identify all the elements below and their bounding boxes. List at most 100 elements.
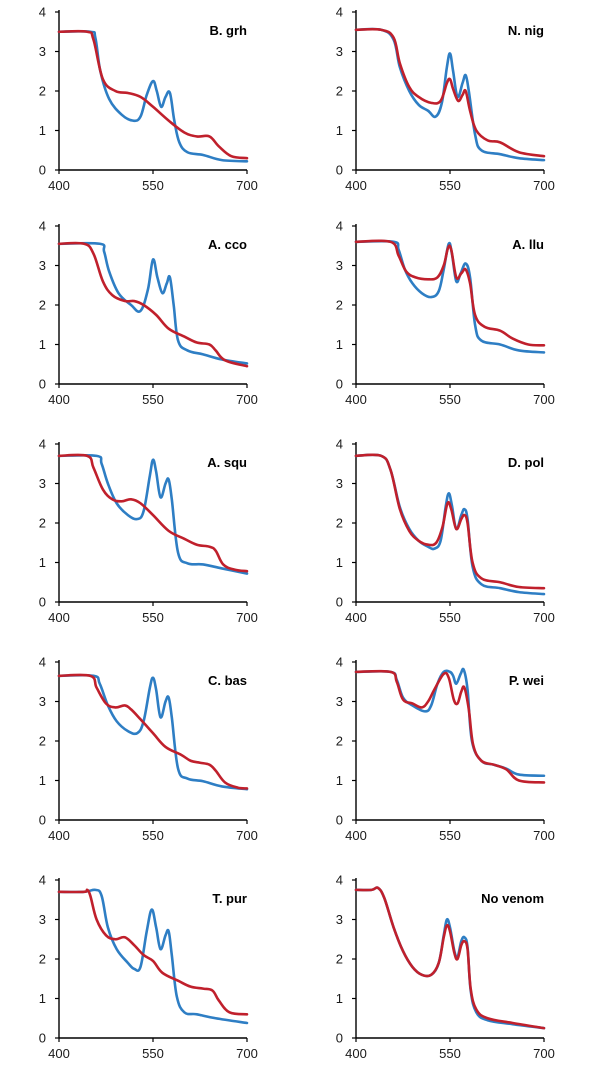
y-tick-label: 2	[336, 516, 343, 531]
x-tick-label: 700	[236, 828, 258, 843]
x-tick-label: 550	[142, 828, 164, 843]
chart-panel-c-bas: 0 1 2 3 4 400 550 700 C. bas	[0, 650, 300, 868]
series-line-red	[57, 29, 249, 160]
chart-svg-t-pur: 0 1 2 3 4 400 550 700 T. pur	[39, 873, 258, 1062]
chart-svg-p-wei: 0 1 2 3 4 400 550 700 P. wei	[336, 655, 555, 844]
series-line-blue	[57, 888, 249, 1025]
y-tick-label: 2	[336, 84, 343, 99]
y-tick-label: 4	[336, 655, 343, 670]
y-tick-label: 0	[336, 595, 343, 610]
y-tick-label: 4	[336, 219, 343, 234]
series-line-red	[57, 673, 249, 790]
panel-title: A. cco	[208, 237, 247, 252]
y-tick-label: 4	[39, 655, 46, 670]
y-tick-label: 0	[336, 813, 343, 828]
y-tick-label: 1	[39, 123, 46, 138]
chart-panel-n-nig: 0 1 2 3 4 400 550 700 N. nig	[297, 0, 597, 218]
series-line-red	[354, 239, 546, 347]
y-tick-label: 1	[336, 773, 343, 788]
y-tick-label: 0	[336, 163, 343, 178]
chart-panel-t-pur: 0 1 2 3 4 400 550 700 T. pur	[0, 868, 300, 1086]
panel-title: B. grh	[209, 23, 247, 38]
series-line-red	[57, 888, 249, 1016]
panel-title: A. llu	[512, 237, 544, 252]
x-tick-label: 400	[48, 610, 70, 625]
chart-svg-a-llu: 0 1 2 3 4 400 550 700 A. llu	[336, 219, 555, 408]
y-tick-label: 0	[39, 595, 46, 610]
y-tick-label: 1	[336, 123, 343, 138]
y-tick-label: 2	[39, 298, 46, 313]
panel-title: P. wei	[509, 673, 544, 688]
chart-panel-b-grh: 0 1 2 3 4 400 550 700 B. grh	[0, 0, 300, 218]
x-tick-label: 400	[48, 828, 70, 843]
series-line-blue	[57, 673, 249, 791]
x-tick-label: 550	[439, 610, 461, 625]
y-tick-label: 2	[336, 734, 343, 749]
x-tick-label: 400	[345, 178, 367, 193]
y-tick-label: 2	[39, 516, 46, 531]
series-line-blue	[57, 453, 249, 575]
y-tick-label: 1	[39, 337, 46, 352]
y-tick-label: 4	[39, 5, 46, 20]
chart-panel-a-squ: 0 1 2 3 4 400 550 700 A. squ	[0, 432, 300, 650]
x-tick-label: 400	[345, 392, 367, 407]
x-tick-label: 700	[533, 1046, 555, 1061]
x-tick-label: 550	[439, 178, 461, 193]
panel-title: N. nig	[508, 23, 544, 38]
chart-svg-a-squ: 0 1 2 3 4 400 550 700 A. squ	[39, 437, 258, 626]
y-tick-label: 0	[336, 1031, 343, 1046]
y-tick-label: 0	[336, 377, 343, 392]
chart-panel-p-wei: 0 1 2 3 4 400 550 700 P. wei	[297, 650, 597, 868]
chart-panel-a-llu: 0 1 2 3 4 400 550 700 A. llu	[297, 214, 597, 432]
x-tick-label: 550	[142, 610, 164, 625]
y-tick-label: 1	[336, 555, 343, 570]
panel-title: C. bas	[208, 673, 247, 688]
chart-svg-n-nig: 0 1 2 3 4 400 550 700 N. nig	[336, 5, 555, 194]
x-tick-label: 400	[48, 392, 70, 407]
series-line-blue	[57, 29, 249, 163]
y-tick-label: 3	[39, 694, 46, 709]
series-line-red	[57, 241, 249, 368]
y-tick-label: 3	[336, 912, 343, 927]
x-tick-label: 550	[142, 178, 164, 193]
panel-title: T. pur	[212, 891, 247, 906]
chart-svg-a-cco: 0 1 2 3 4 400 550 700 A. cco	[39, 219, 258, 408]
y-tick-label: 4	[39, 873, 46, 888]
y-tick-label: 3	[39, 44, 46, 59]
chart-panel-a-cco: 0 1 2 3 4 400 550 700 A. cco	[0, 214, 300, 432]
series-line-blue	[57, 241, 249, 365]
y-tick-label: 0	[39, 1031, 46, 1046]
y-tick-label: 1	[39, 773, 46, 788]
panel-title: A. squ	[207, 455, 247, 470]
y-tick-label: 4	[336, 437, 343, 452]
y-tick-label: 3	[39, 258, 46, 273]
panel-title: No venom	[481, 891, 544, 906]
chart-svg-b-grh: 0 1 2 3 4 400 550 700 B. grh	[39, 5, 258, 194]
x-tick-label: 700	[533, 828, 555, 843]
y-tick-label: 1	[336, 991, 343, 1006]
series-line-blue	[354, 886, 546, 1030]
chart-svg-no-venom: 0 1 2 3 4 400 550 700 No venom	[336, 873, 555, 1062]
chart-svg-c-bas: 0 1 2 3 4 400 550 700 C. bas	[39, 655, 258, 844]
y-tick-label: 3	[336, 44, 343, 59]
x-tick-label: 400	[48, 178, 70, 193]
chart-svg-d-pol: 0 1 2 3 4 400 550 700 D. pol	[336, 437, 555, 626]
series-line-red	[354, 453, 546, 590]
y-tick-label: 4	[39, 437, 46, 452]
x-tick-label: 700	[236, 610, 258, 625]
y-tick-label: 0	[39, 813, 46, 828]
y-tick-label: 3	[39, 912, 46, 927]
x-tick-label: 700	[236, 1046, 258, 1061]
x-tick-label: 700	[236, 178, 258, 193]
y-tick-label: 3	[39, 476, 46, 491]
x-tick-label: 550	[142, 392, 164, 407]
x-tick-label: 400	[345, 1046, 367, 1061]
series-line-blue	[354, 239, 546, 354]
y-tick-label: 3	[336, 476, 343, 491]
series-line-red	[57, 453, 249, 573]
y-tick-label: 1	[39, 555, 46, 570]
y-tick-label: 2	[336, 298, 343, 313]
x-tick-label: 550	[439, 392, 461, 407]
y-tick-label: 2	[39, 84, 46, 99]
